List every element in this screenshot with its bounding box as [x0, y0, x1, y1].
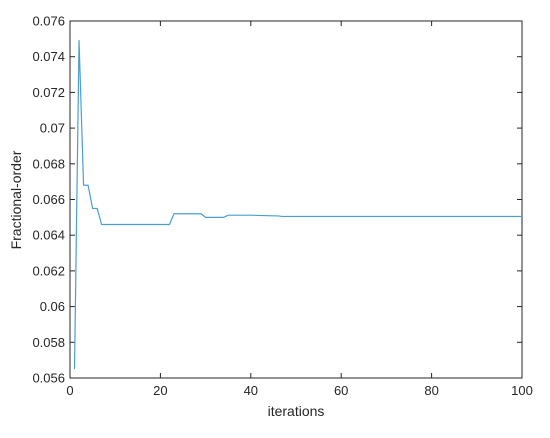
x-tick-label: 60 — [334, 383, 348, 398]
y-tick-label: 0.058 — [32, 335, 65, 350]
y-tick-label: 0.06 — [40, 299, 65, 314]
x-tick-label: 100 — [511, 383, 533, 398]
series-line — [73, 40, 522, 370]
axis-ticks: 0 20 40 60 80 100 0.056 0.058 0.06 0.062 0.064 0.06… — [32, 14, 532, 399]
y-tick-label: 0.07 — [40, 121, 65, 136]
y-tick-label: 0.068 — [32, 156, 65, 171]
series-group — [73, 40, 522, 370]
y-tick-label: 0.066 — [32, 192, 65, 207]
y-axis-title: Fractional-order — [8, 150, 24, 249]
plot-area — [69, 20, 523, 379]
x-tick-label: 40 — [244, 383, 258, 398]
y-tick-label: 0.072 — [32, 85, 65, 100]
x-axis-title: iterations — [268, 403, 325, 419]
x-tick-label: 80 — [424, 383, 438, 398]
y-tick-label: 0.074 — [32, 49, 65, 64]
x-tick-label: 20 — [153, 383, 167, 398]
y-tick-label: 0.056 — [32, 371, 65, 386]
y-tick-label: 0.076 — [32, 14, 65, 29]
x-tick-label: 0 — [66, 383, 73, 398]
y-tick-label: 0.062 — [32, 263, 65, 278]
y-tick-label: 0.064 — [32, 228, 65, 243]
